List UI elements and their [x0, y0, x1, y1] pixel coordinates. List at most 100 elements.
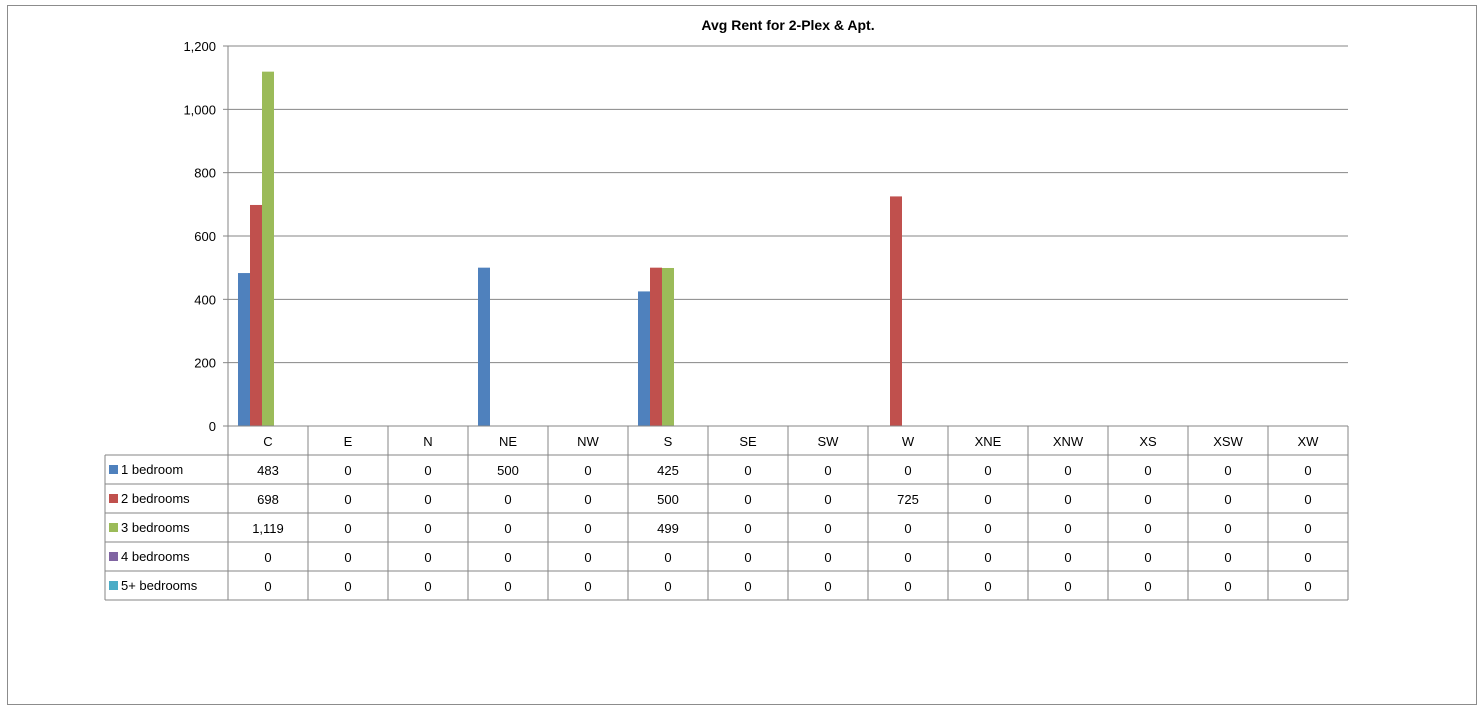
bar: [662, 267, 674, 426]
data-cell: 0: [1064, 550, 1071, 565]
legend-key: [109, 523, 118, 532]
data-cell: 499: [657, 521, 679, 536]
chart-title: Avg Rent for 2-Plex & Apt.: [701, 17, 874, 33]
gridlines: [228, 45, 1348, 364]
data-cell: 0: [744, 463, 751, 478]
category-label: XNE: [975, 434, 1002, 449]
data-cell: 0: [344, 492, 351, 507]
data-cell: 0: [1304, 579, 1311, 594]
category-label: XSW: [1213, 434, 1243, 449]
category-label: NE: [499, 434, 517, 449]
data-cell: 0: [584, 463, 591, 478]
data-cell: 0: [1304, 521, 1311, 536]
data-cell: 0: [904, 579, 911, 594]
data-cell: 0: [824, 579, 831, 594]
data-cell: 0: [824, 550, 831, 565]
legend-key: [109, 465, 118, 474]
data-cell: 0: [1224, 492, 1231, 507]
data-cell: 0: [984, 579, 991, 594]
data-cell: 0: [1304, 463, 1311, 478]
data-cell: 0: [504, 550, 511, 565]
data-cell: 0: [744, 521, 751, 536]
data-cell: 0: [1224, 550, 1231, 565]
y-axis-ticks: 0 200 400 600 800 1,000 1,200: [183, 39, 229, 434]
data-cell: 0: [264, 579, 271, 594]
data-cell: 0: [424, 463, 431, 478]
data-cell: 0: [344, 579, 351, 594]
category-label: E: [344, 434, 353, 449]
legend-label: 5+ bedrooms: [121, 578, 198, 593]
data-cell: 0: [984, 492, 991, 507]
data-cell: 698: [257, 492, 279, 507]
category-label: XS: [1139, 434, 1157, 449]
data-cell: 0: [744, 492, 751, 507]
data-cell: 483: [257, 463, 279, 478]
data-cell: 0: [744, 550, 751, 565]
legend-label: 2 bedrooms: [121, 491, 190, 506]
data-cell: 0: [824, 521, 831, 536]
data-cell: 0: [1064, 492, 1071, 507]
bar: [262, 71, 274, 427]
data-cell: 0: [824, 492, 831, 507]
data-cell: 0: [424, 579, 431, 594]
y-tick-label: 0: [209, 419, 216, 434]
legend-key: [109, 494, 118, 503]
data-cell: 0: [1144, 521, 1151, 536]
y-tick-label: 400: [194, 292, 216, 307]
category-label: W: [902, 434, 915, 449]
data-cell: 0: [1144, 579, 1151, 594]
bar: [890, 196, 902, 426]
category-label: XW: [1298, 434, 1320, 449]
data-cell: 0: [1064, 521, 1071, 536]
data-cell: 0: [984, 521, 991, 536]
data-cell: 0: [1144, 492, 1151, 507]
data-cell: 0: [424, 550, 431, 565]
data-cell: 0: [664, 579, 671, 594]
data-cell: 0: [1224, 463, 1231, 478]
data-cell: 0: [504, 492, 511, 507]
category-label: C: [263, 434, 272, 449]
data-cell: 0: [584, 492, 591, 507]
data-cell: 0: [344, 550, 351, 565]
data-cell: 0: [344, 463, 351, 478]
data-cell: 0: [664, 550, 671, 565]
data-cell: 1,119: [252, 521, 284, 536]
data-cell: 0: [584, 521, 591, 536]
category-label: SE: [739, 434, 757, 449]
data-cell: 0: [744, 579, 751, 594]
y-tick-label: 200: [194, 356, 216, 371]
bar: [650, 267, 662, 426]
data-cell: 425: [657, 463, 679, 478]
data-cell: 0: [1304, 492, 1311, 507]
chart-frame: Avg Rent for 2-Plex & Apt. 0 200 400 600 800…: [7, 5, 1477, 705]
bar: [478, 267, 490, 426]
data-cell: 0: [1064, 463, 1071, 478]
data-cell: 0: [424, 492, 431, 507]
data-cell: 0: [1304, 550, 1311, 565]
bar: [238, 273, 250, 426]
data-cell: 500: [497, 463, 519, 478]
y-tick-label: 600: [194, 229, 216, 244]
data-cell: 0: [504, 521, 511, 536]
data-cell: 0: [1144, 550, 1151, 565]
data-table: C E N NE NW S SE SW W XNE XNW XS XSW XW 1 bedroom 483 0 0…: [104, 425, 1349, 601]
y-tick-label: 1,000: [183, 102, 216, 117]
legend-key: [109, 581, 118, 590]
data-cell: 0: [904, 521, 911, 536]
category-label: NW: [577, 434, 599, 449]
data-cell: 0: [584, 550, 591, 565]
legend-key: [109, 552, 118, 561]
data-cell: 0: [1224, 579, 1231, 594]
data-cell: 0: [264, 550, 271, 565]
data-cell: 0: [584, 579, 591, 594]
data-cell: 725: [897, 492, 919, 507]
bars: [238, 71, 902, 427]
data-cell: 0: [1064, 579, 1071, 594]
bar: [638, 291, 650, 426]
data-cell: 500: [657, 492, 679, 507]
legend-label: 4 bedrooms: [121, 549, 190, 564]
bar-chart: Avg Rent for 2-Plex & Apt. 0 200 400 600 800…: [104, 17, 1349, 601]
data-cell: 0: [1144, 463, 1151, 478]
data-cell: 0: [904, 550, 911, 565]
data-cell: 0: [504, 579, 511, 594]
